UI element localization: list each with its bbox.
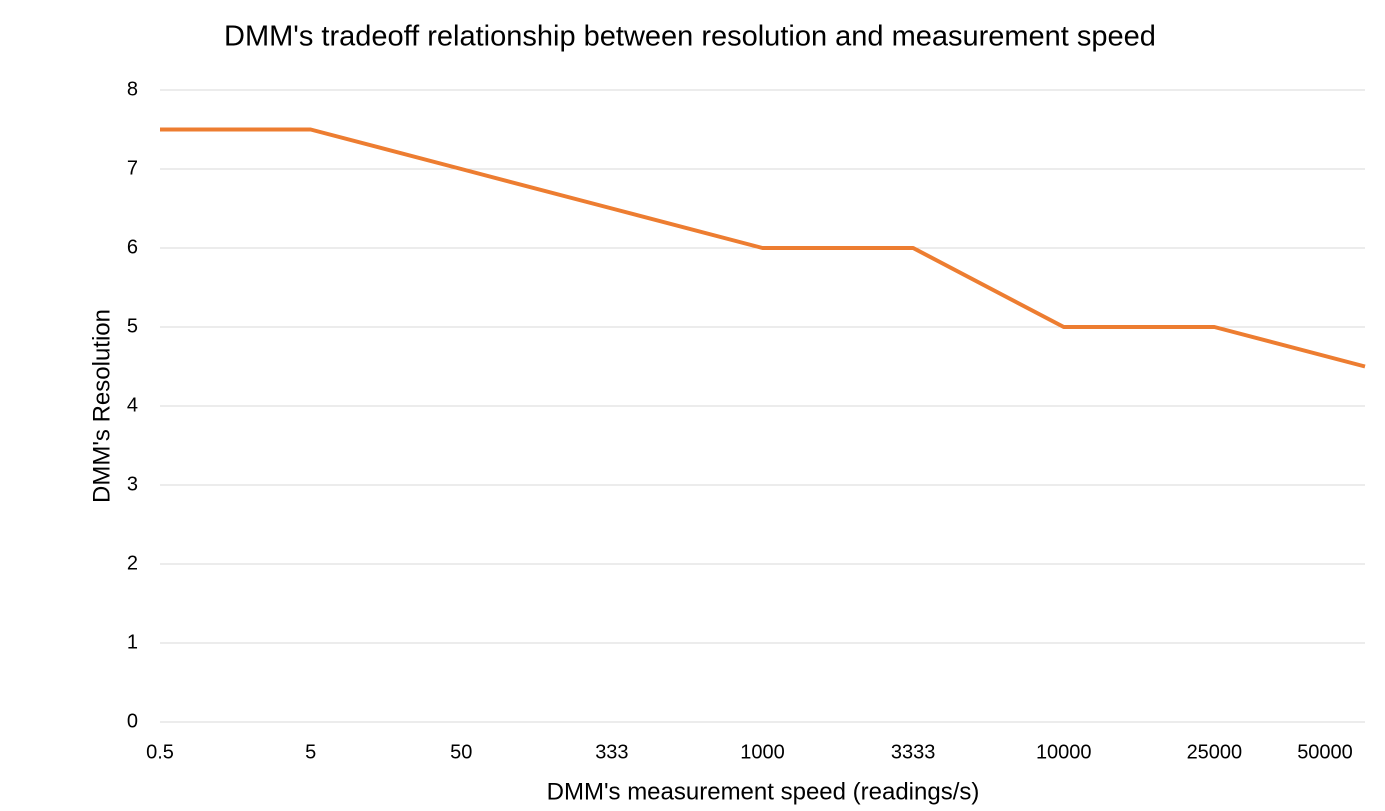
y-tick-label: 7 (127, 157, 138, 179)
x-tick-label: 50 (450, 741, 472, 763)
x-tick-label: 333 (595, 741, 628, 763)
y-tick-label: 2 (127, 552, 138, 574)
x-tick-label: 3333 (891, 741, 936, 763)
data-line (160, 127, 1366, 369)
y-tick-label: 1 (127, 631, 138, 653)
x-tick-label: 5 (305, 741, 316, 763)
y-tick-label: 0 (127, 710, 138, 732)
y-tick-label: 3 (127, 473, 138, 495)
x-tick-label: 50000 (1297, 741, 1353, 763)
x-tick-label: 25000 (1187, 741, 1243, 763)
x-tick-label: 1000 (740, 741, 785, 763)
y-tick-label: 4 (127, 394, 138, 416)
y-tick-label: 6 (127, 236, 138, 258)
y-axis-label: DMM's Resolution (88, 309, 115, 503)
x-tick-label: 0.5 (146, 741, 174, 763)
y-tick-label: 5 (127, 315, 138, 337)
x-axis-label: DMM's measurement speed (readings/s) (547, 778, 980, 805)
x-tick-label: 10000 (1036, 741, 1092, 763)
chart-title: DMM's tradeoff relationship between reso… (224, 21, 1156, 53)
y-tick-label: 8 (127, 78, 138, 100)
